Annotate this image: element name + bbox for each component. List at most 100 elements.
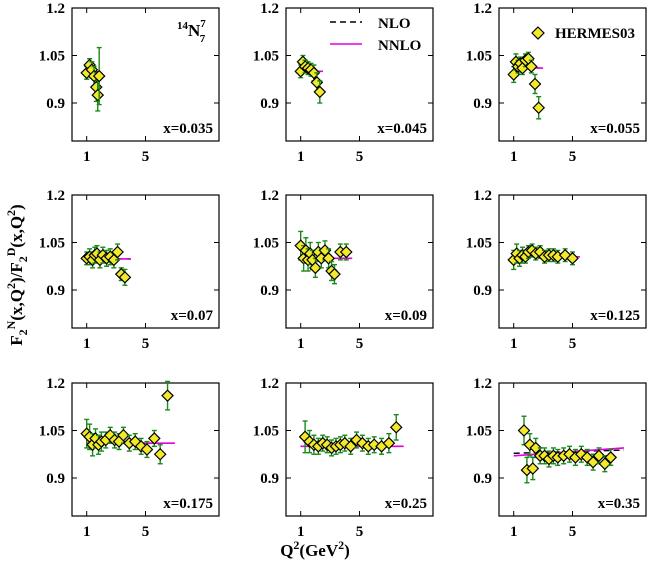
panel-8: 1.2 1.05 0.9 1 5 x=0.25: [253, 376, 434, 540]
legend-data-label: HERMES03: [555, 26, 635, 42]
x-tick-label: 1: [510, 336, 518, 352]
x-tick-label: 5: [142, 524, 150, 540]
y-tick-label: 0.9: [473, 471, 492, 487]
y-axis-close2: ): [7, 204, 26, 210]
y-tick-label: 1.05: [39, 236, 65, 252]
data-point: [339, 245, 353, 259]
x-axis-label: Q2(GeV2): [280, 538, 350, 560]
y-tick-label: 1.05: [466, 424, 492, 440]
data-point: [526, 462, 540, 475]
y-tick-label: 1.2: [260, 188, 279, 204]
y-tick-label: 0.9: [260, 96, 279, 112]
data-point: [566, 251, 579, 265]
panel-x-value-label: x=0.09: [385, 308, 427, 324]
x-tick-label: 1: [83, 149, 91, 165]
data-point: [598, 457, 612, 471]
x-tick-label: 5: [142, 149, 150, 165]
data-point: [532, 101, 546, 115]
y-tick-label: 1.2: [473, 376, 492, 392]
y-tick-label: 0.9: [46, 471, 65, 487]
x-tick-label: 5: [142, 336, 150, 352]
y-axis-close1: )/F: [7, 262, 26, 283]
y-tick-label: 0.9: [46, 283, 65, 299]
panel-x-value-label: x=0.125: [590, 308, 640, 324]
y-tick-label: 1.2: [46, 1, 65, 17]
data-point: [310, 76, 324, 89]
data-point: [92, 69, 106, 83]
y-axis-label: F2N(x,Q2)/F2D(x,Q2): [4, 204, 30, 345]
y-tick-label: 1.05: [39, 424, 65, 440]
y-tick-label: 1.2: [46, 188, 65, 204]
y-axis-arg2: (x,Q: [7, 216, 26, 248]
data-point: [344, 439, 358, 453]
y-tick-label: 1.05: [253, 424, 279, 440]
y-tick-label: 1.2: [260, 376, 279, 392]
y-tick-label: 1.2: [46, 376, 65, 392]
data-point: [592, 449, 606, 463]
y-tick-label: 1.05: [253, 49, 279, 65]
x-tick-label: 1: [297, 149, 305, 165]
x-tick-label: 1: [83, 336, 91, 352]
panel-7: 1.2 1.05 0.9 1 5 x=0.175: [39, 376, 220, 540]
x-tick-label: 5: [569, 149, 577, 165]
data-point: [517, 424, 531, 437]
data-point: [604, 451, 618, 464]
data-point: [524, 60, 538, 73]
data-point: [118, 270, 132, 284]
data-point: [528, 77, 542, 91]
y-tick-label: 1.2: [473, 1, 492, 17]
data-point: [117, 428, 130, 442]
x-tick-label: 5: [569, 524, 577, 540]
y-axis-sub2: 2: [16, 256, 30, 262]
y-axis-arg1: (x,Q: [7, 289, 26, 321]
panel-3: 1.2 1.05 0.9 1 5 x=0.055: [466, 1, 647, 165]
x-tick-label: 5: [356, 336, 364, 352]
x-tick-label: 1: [297, 336, 305, 352]
x-axis-close: ): [344, 541, 350, 560]
panel-x-value-label: x=0.175: [163, 496, 213, 512]
y-tick-label: 1.2: [260, 1, 279, 17]
x-axis-unit: (GeV: [299, 541, 338, 560]
nucleus-label: 14N7 7: [177, 18, 206, 45]
nucleus-z: 7: [200, 33, 206, 45]
panel-6: 1.2 1.05 0.9 1 5 x=0.125: [466, 188, 647, 352]
x-axis-q: Q: [280, 541, 293, 560]
panel-x-value-label: x=0.25: [385, 496, 427, 512]
panel-4: 1.2 1.05 0.9 1 5 x=0.07: [39, 188, 220, 352]
nucleus-mass: 14: [177, 20, 189, 32]
y-tick-label: 1.2: [473, 188, 492, 204]
panel-x-value-label: x=0.035: [163, 121, 213, 137]
panel-x-value-label: x=0.07: [171, 308, 214, 324]
data-point: [529, 441, 543, 455]
y-axis-sup3: D: [4, 247, 18, 256]
y-tick-label: 0.9: [473, 283, 492, 299]
y-tick-label: 0.9: [260, 471, 279, 487]
x-axis-sup: 2: [293, 538, 299, 552]
data-point: [586, 455, 600, 469]
data-point: [382, 436, 396, 450]
y-axis-f1: F: [7, 335, 26, 345]
panel-5: 1.2 1.05 0.9 1 5 x=0.09: [253, 188, 434, 352]
y-tick-label: 1.05: [253, 236, 279, 252]
y-tick-label: 1.05: [466, 49, 492, 65]
data-point: [389, 420, 403, 434]
x-tick-label: 5: [569, 336, 577, 352]
x-tick-label: 1: [83, 524, 91, 540]
x-tick-label: 5: [356, 524, 364, 540]
data-point: [111, 245, 124, 259]
x-tick-label: 1: [510, 149, 518, 165]
data-point: [313, 85, 327, 99]
panel-x-value-label: x=0.35: [598, 496, 640, 512]
x-axis-unit-sup: 2: [338, 538, 344, 552]
x-tick-label: 5: [356, 149, 364, 165]
panel-9: 1.2 1.05 0.9 1 5 x=0.35: [466, 376, 647, 540]
y-axis-sup1: N: [4, 320, 18, 329]
x-tick-label: 1: [510, 524, 518, 540]
y-axis-sub1: 2: [16, 329, 30, 335]
data-point: [328, 267, 341, 281]
y-axis-sup2: 2: [4, 283, 18, 289]
legend: NLO NNLO HERMES03: [330, 16, 635, 54]
nucleus-n: 7: [200, 18, 206, 30]
y-tick-label: 1.05: [466, 236, 492, 252]
